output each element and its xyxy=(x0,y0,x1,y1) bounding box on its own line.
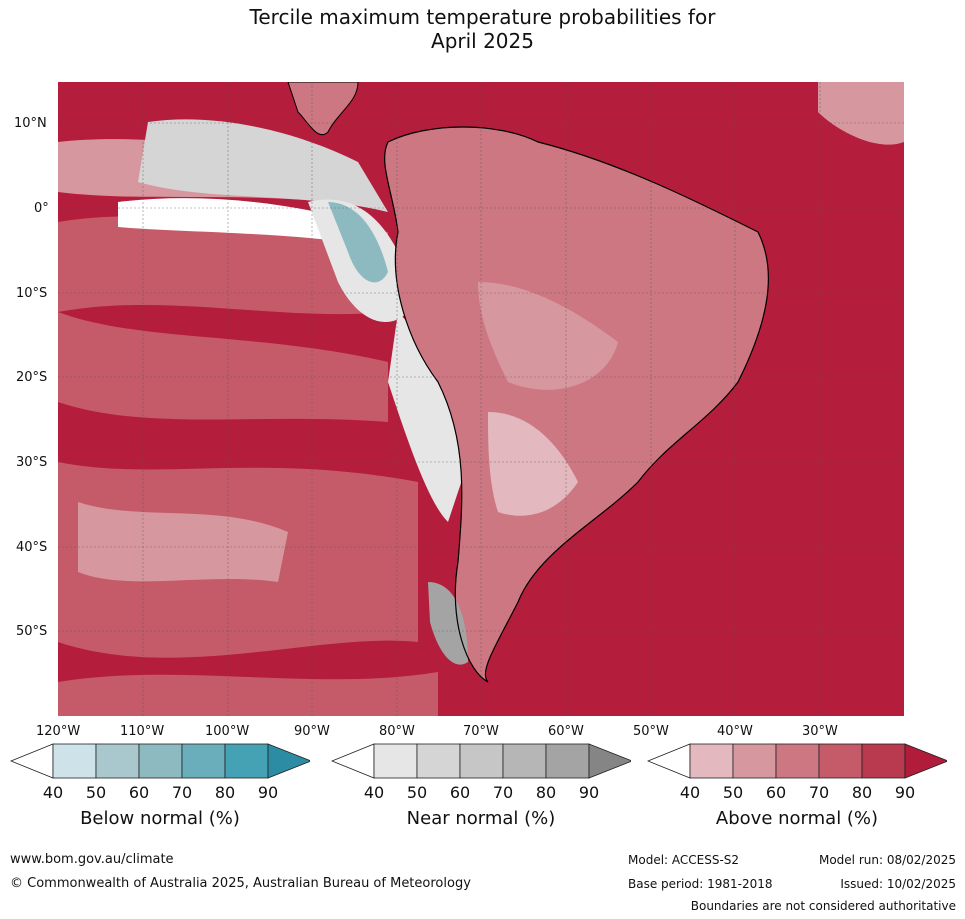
tick-near-60: 60 xyxy=(449,783,471,802)
colorbar-near-normal xyxy=(330,743,634,779)
colorbar-near-bin-1 xyxy=(373,743,418,779)
lat-label-20s: 20°S xyxy=(16,370,48,385)
lat-label-50s: 50°S xyxy=(16,624,48,639)
colorbar-near-bin-4 xyxy=(502,743,547,779)
white-band-equatorial xyxy=(118,198,358,242)
tick-above-80: 80 xyxy=(851,783,873,802)
colorbar-below-bin-3 xyxy=(138,743,183,779)
footer-disclaimer: Boundaries are not considered authoritat… xyxy=(690,899,956,913)
central-america xyxy=(287,82,359,135)
lat-label-40s: 40°S xyxy=(16,540,48,555)
lon-label-120w: 120°W xyxy=(36,724,81,739)
lat-label-10n: 10°N xyxy=(14,116,47,131)
colorbar-above-normal xyxy=(646,743,950,779)
band-pacific-south xyxy=(58,312,388,422)
colorbar-below-normal xyxy=(9,743,313,779)
tick-near-90: 90 xyxy=(578,783,600,802)
tick-below-50: 50 xyxy=(85,783,107,802)
tick-near-70: 70 xyxy=(492,783,514,802)
legend-above-normal xyxy=(646,743,950,783)
lon-label-70w: 70°W xyxy=(463,724,499,739)
tick-near-40: 40 xyxy=(363,783,385,802)
lat-label-30s: 30°S xyxy=(16,455,48,470)
title-line-1: Tercile maximum temperature probabilitie… xyxy=(249,5,716,29)
lat-label-10s: 10°S xyxy=(16,286,48,301)
coastline xyxy=(384,126,769,683)
tick-near-50: 50 xyxy=(406,783,428,802)
chart-title: Tercile maximum temperature probabilitie… xyxy=(0,5,965,53)
colorbar-above-bin-4 xyxy=(818,743,863,779)
tick-below-80: 80 xyxy=(214,783,236,802)
lon-label-80w: 80°W xyxy=(379,724,415,739)
colorbar-near-left-arrow xyxy=(330,743,375,779)
lon-label-40w: 40°W xyxy=(717,724,753,739)
map-svg xyxy=(58,82,904,716)
colorbar-below-bin-1 xyxy=(52,743,97,779)
colorbar-above-bin-1 xyxy=(689,743,734,779)
colorbar-below-bin-5 xyxy=(224,743,269,779)
colorbar-near-bin-3 xyxy=(459,743,504,779)
lon-label-50w: 50°W xyxy=(633,724,669,739)
legend-near-normal xyxy=(330,743,634,783)
patch-argentina xyxy=(488,412,578,516)
near-normal-peru-chile xyxy=(388,312,468,522)
band-pacific-equatorial xyxy=(58,216,388,315)
legend-title-below: Below normal (%) xyxy=(80,808,240,829)
colorbar-above-right-arrow xyxy=(904,743,950,779)
tick-above-50: 50 xyxy=(722,783,744,802)
south-america-landmass xyxy=(384,127,769,682)
colorbar-near-bin-5 xyxy=(545,743,590,779)
legend-below-normal xyxy=(9,743,313,783)
patch-central-brazil xyxy=(478,282,618,390)
colorbar-above-bin-5 xyxy=(861,743,906,779)
footer-model: Model: ACCESS-S2 xyxy=(628,853,740,867)
tick-below-70: 70 xyxy=(171,783,193,802)
tick-above-40: 40 xyxy=(679,783,701,802)
lon-label-100w: 100°W xyxy=(205,724,250,739)
footer-website: www.bom.gov.au/climate xyxy=(10,852,174,867)
colorbar-above-bin-3 xyxy=(775,743,820,779)
lon-label-30w: 30°W xyxy=(802,724,838,739)
footer-model-run: Model run: 08/02/2025 xyxy=(818,853,956,867)
tick-below-40: 40 xyxy=(42,783,64,802)
patch-pacific-light xyxy=(78,502,288,582)
lat-label-0: 0° xyxy=(34,201,49,216)
tick-near-80: 80 xyxy=(535,783,557,802)
near-normal-patagonia xyxy=(428,582,468,665)
footer-copyright: © Commonwealth of Australia 2025, Austra… xyxy=(10,876,471,891)
band-southern xyxy=(58,672,438,716)
colorbar-below-bin-2 xyxy=(95,743,140,779)
probability-map xyxy=(58,82,904,716)
lon-label-60w: 60°W xyxy=(548,724,584,739)
colorbar-above-bin-2 xyxy=(732,743,777,779)
legend-title-above: Above normal (%) xyxy=(715,808,879,829)
tick-above-90: 90 xyxy=(894,783,916,802)
colorbar-near-right-arrow xyxy=(588,743,634,779)
colorbar-below-left-arrow xyxy=(9,743,54,779)
colorbar-near-bin-2 xyxy=(416,743,461,779)
tick-above-70: 70 xyxy=(808,783,830,802)
tick-below-60: 60 xyxy=(128,783,150,802)
graticule xyxy=(58,82,904,716)
near-normal-central-america-pacific xyxy=(138,119,388,212)
tick-above-60: 60 xyxy=(765,783,787,802)
lon-label-110w: 110°W xyxy=(120,724,165,739)
title-line-2: April 2025 xyxy=(431,29,534,53)
tick-below-90: 90 xyxy=(257,783,279,802)
legend-title-near: Near normal (%) xyxy=(406,808,556,829)
colorbar-above-left-arrow xyxy=(646,743,691,779)
colorbar-below-bin-4 xyxy=(181,743,226,779)
patch-north-atlantic xyxy=(818,82,904,145)
below-normal-patch xyxy=(328,202,388,283)
footer-base-period: Base period: 1981-2018 xyxy=(628,877,773,891)
lon-label-90w: 90°W xyxy=(294,724,330,739)
footer-issued: Issued: 10/02/2025 xyxy=(840,877,956,891)
colorbar-below-right-arrow xyxy=(267,743,313,779)
